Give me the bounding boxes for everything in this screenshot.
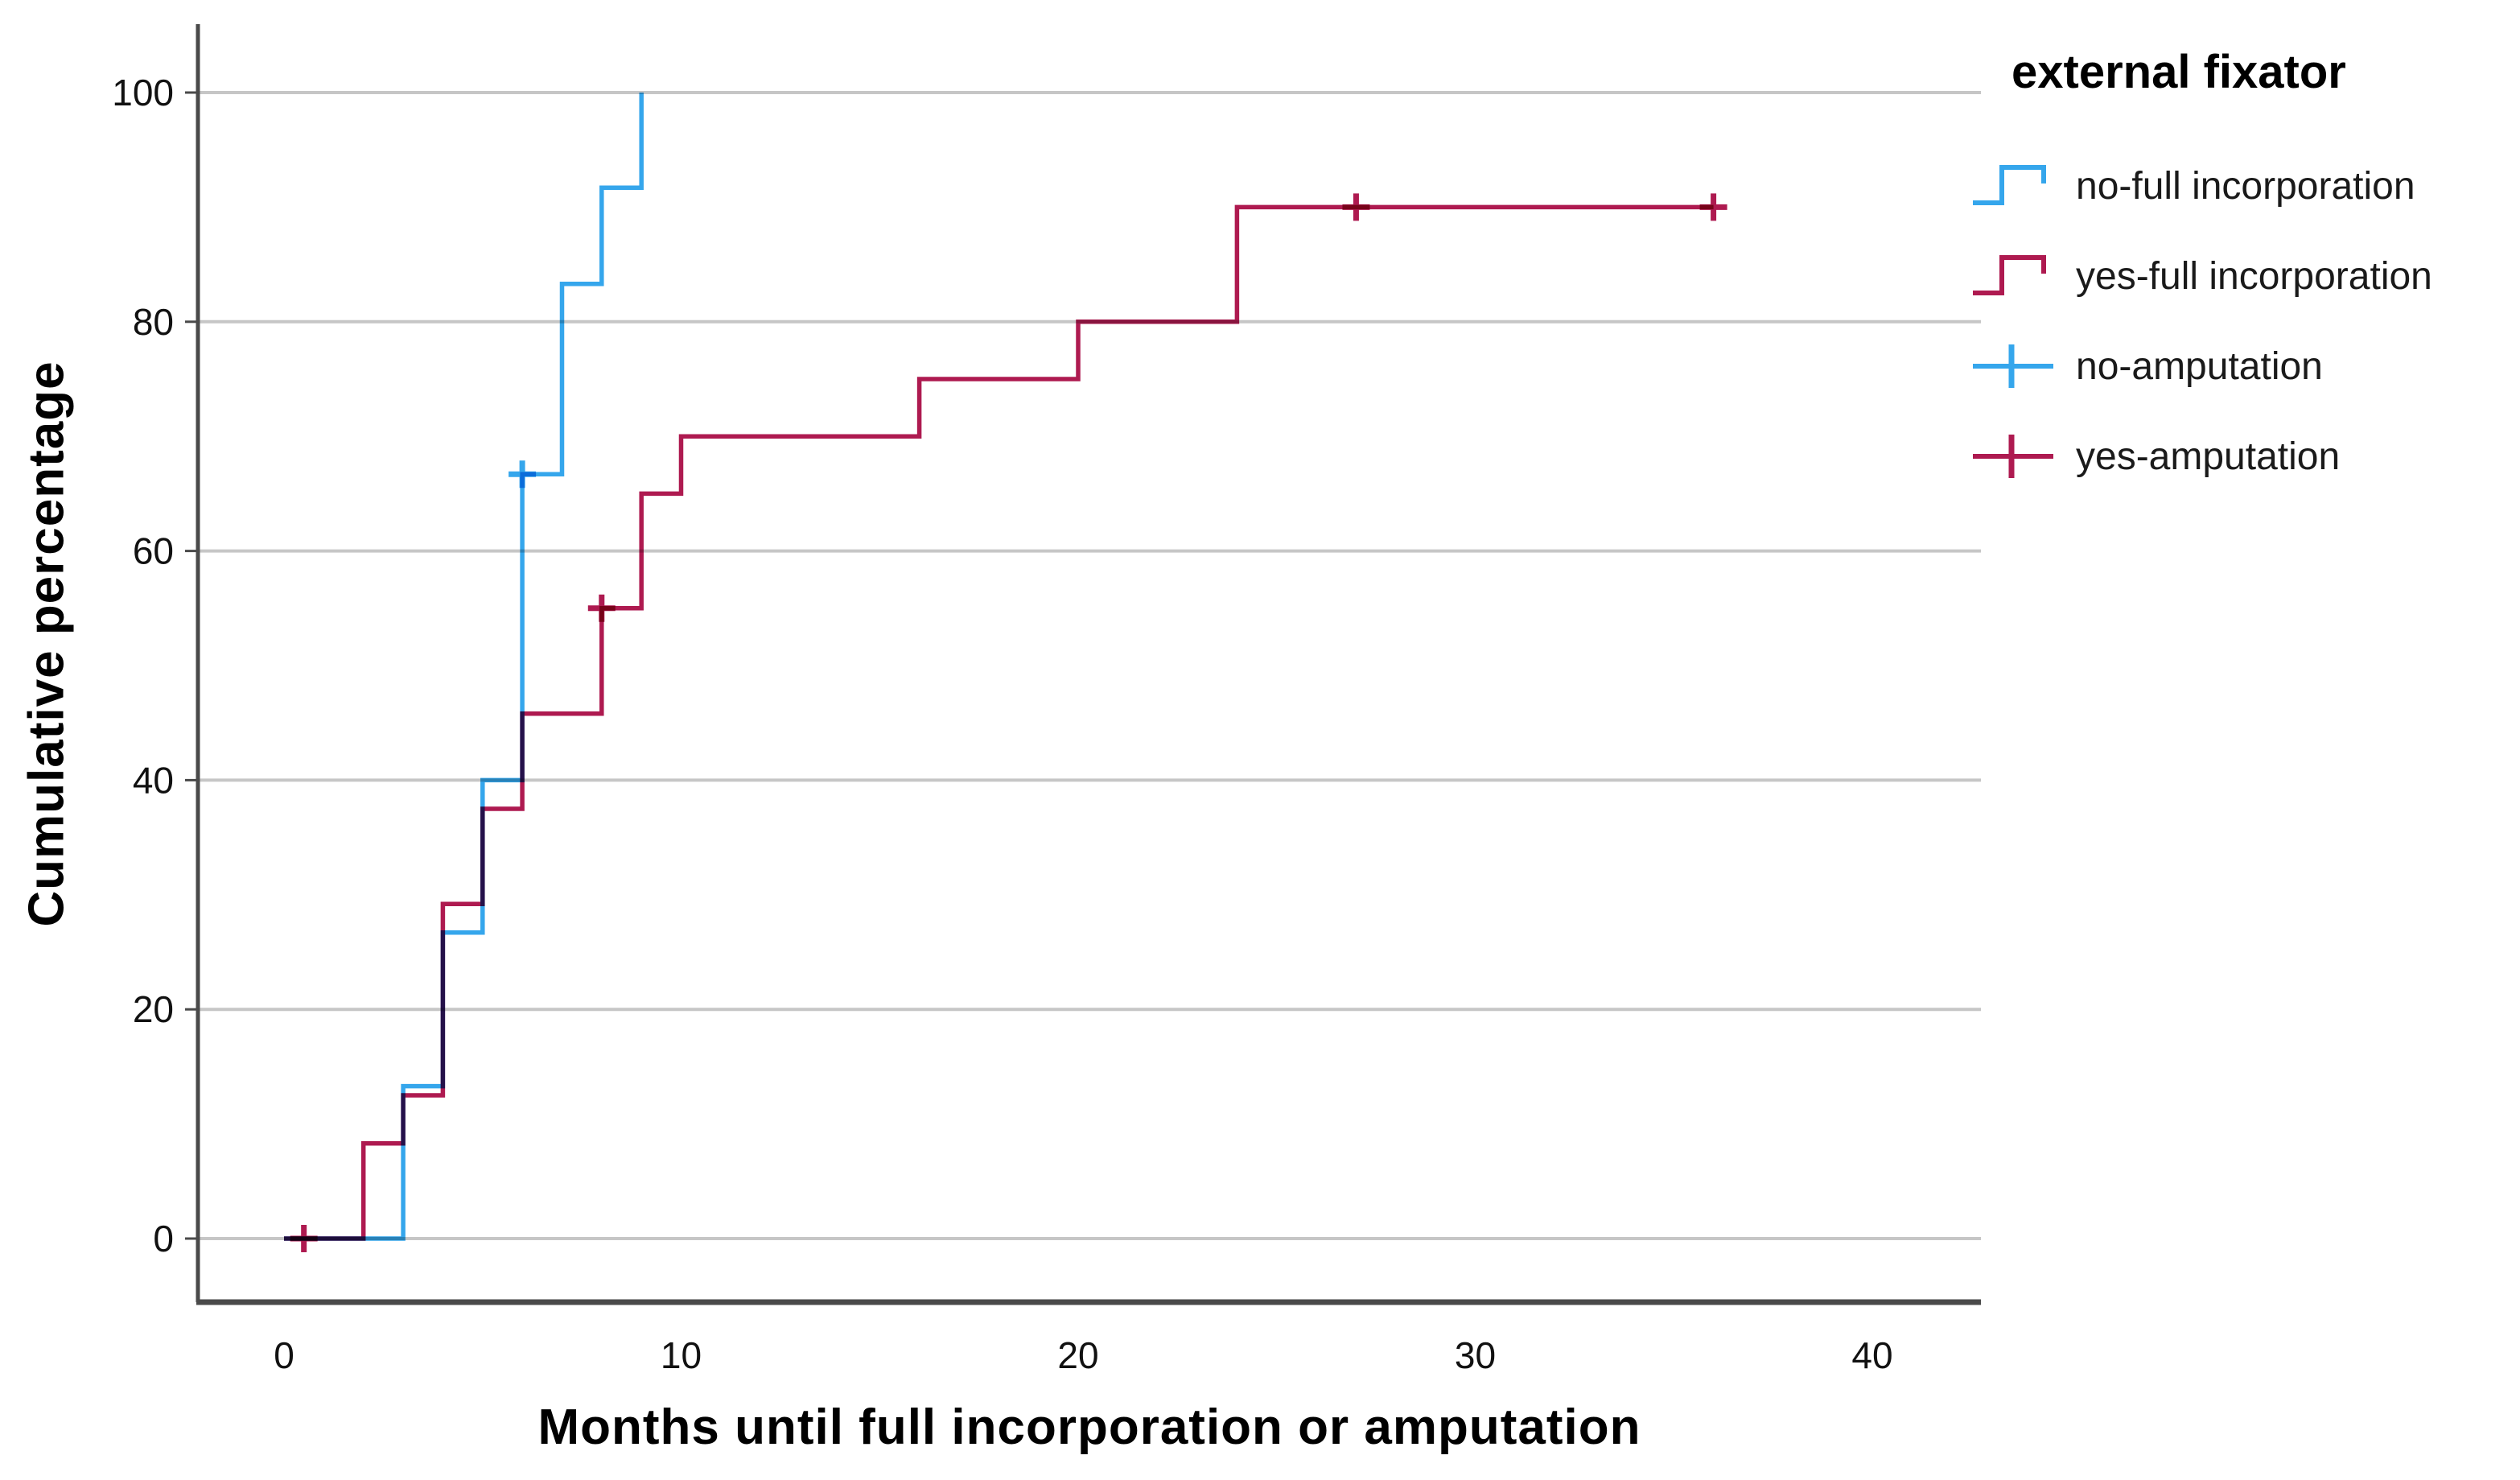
x-tick-label-20: 20: [1057, 1334, 1098, 1376]
legend: external fixator no-full incorporation ye…: [1970, 45, 2514, 501]
y-tick-label-40: 40: [133, 759, 174, 801]
censor-cross-icon: [1973, 435, 2053, 478]
legend-item-label: no-amputation: [2076, 344, 2323, 388]
y-tick-label-0: 0: [153, 1218, 174, 1259]
legend-item-label: yes-full incorporation: [2076, 254, 2432, 298]
step-line-icon: [1973, 165, 2046, 205]
x-axis-title: Months until full incorporation or amput…: [537, 1400, 1641, 1455]
legend-item-0: no-full incorporation: [1970, 141, 2514, 231]
y-axis-title: Cumulative percentage: [19, 361, 75, 927]
y-tick-label-60: 60: [133, 530, 174, 572]
legend-item-3: yes-amputation: [1970, 411, 2514, 501]
legend-item-1: yes-full incorporation: [1970, 231, 2514, 321]
legend-item-2: no-amputation: [1970, 321, 2514, 411]
censor-mark-0-0: [509, 460, 537, 489]
x-tick-label-0: 0: [274, 1334, 294, 1376]
censor-mark-1-3: [1699, 193, 1727, 221]
censor-mark-1-0: [290, 1225, 318, 1252]
x-tick-label-30: 30: [1455, 1334, 1496, 1376]
censor-mark-1-2: [1342, 193, 1370, 221]
legend-item-label: no-full incorporation: [2076, 164, 2415, 208]
censor-cross-icon: [1973, 344, 2053, 388]
censor-mark-1-1: [587, 594, 616, 622]
legend-items: no-full incorporation yes-full incorporat…: [1970, 141, 2514, 501]
series-curve-0: [284, 93, 644, 1241]
x-tick-label-10: 10: [661, 1334, 702, 1376]
x-tick-label-40: 40: [1851, 1334, 1892, 1376]
y-tick-label-80: 80: [133, 301, 174, 343]
y-tick-label-20: 20: [133, 988, 174, 1030]
legend-item-label: yes-amputation: [2076, 435, 2341, 478]
y-tick-label-100: 100: [112, 72, 174, 113]
step-line-icon: [1973, 255, 2046, 295]
legend-title: external fixator: [2011, 46, 2346, 98]
series-curve-1: [284, 204, 1714, 1241]
